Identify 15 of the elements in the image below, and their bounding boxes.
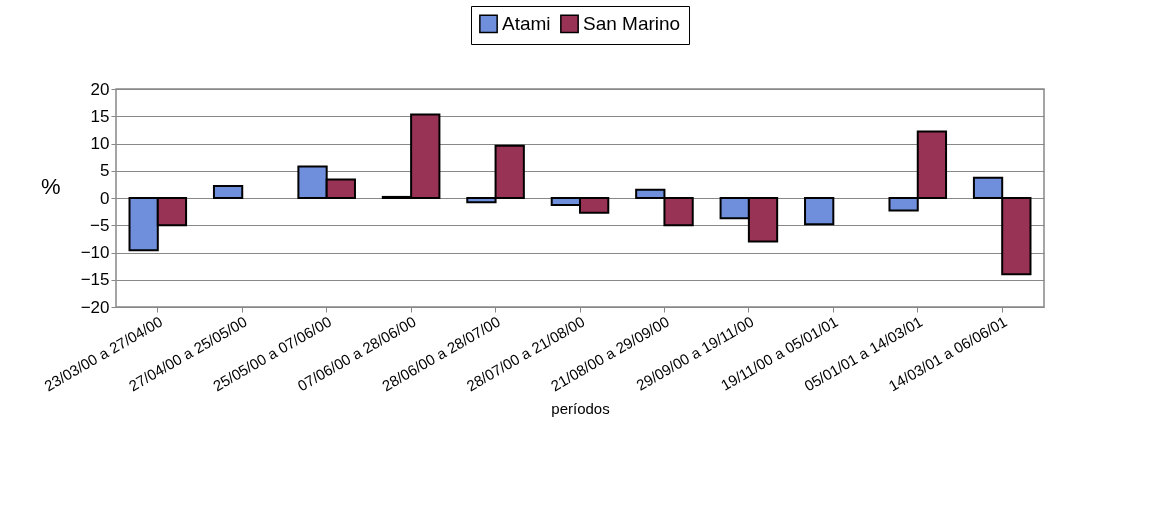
bar xyxy=(804,197,835,226)
legend-label: Atami xyxy=(502,12,551,34)
y-axis-title: % xyxy=(40,173,61,199)
y-tick-label: 0 xyxy=(100,188,110,208)
bar xyxy=(212,185,244,199)
x-axis-title: períodos xyxy=(551,400,610,418)
y-tick-label: −20 xyxy=(80,297,110,317)
y-tick-label: 20 xyxy=(90,79,110,99)
y-tick-label: 10 xyxy=(90,134,110,153)
y-tick-label: −5 xyxy=(90,215,110,235)
y-tick-label: −15 xyxy=(80,270,110,290)
y-tick-label: −10 xyxy=(80,243,110,262)
y-tick-label: 5 xyxy=(100,161,110,181)
legend-label: San Marino xyxy=(583,12,681,34)
y-tick-label: 15 xyxy=(90,106,110,126)
